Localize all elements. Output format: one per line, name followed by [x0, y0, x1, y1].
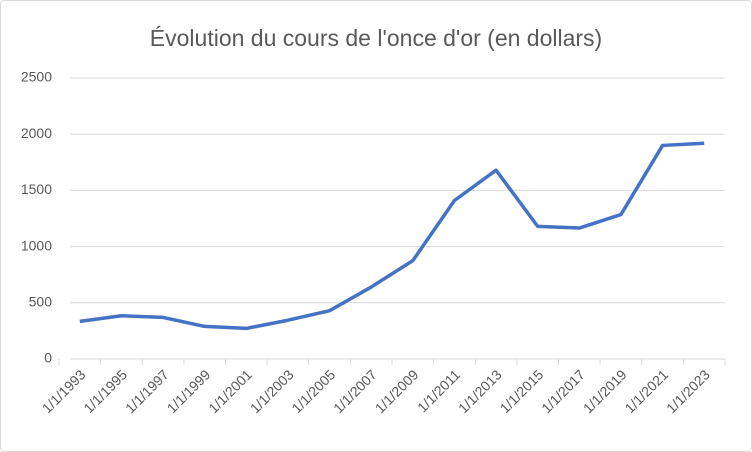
- data-line: [79, 141, 705, 331]
- y-tick-label: 2000: [21, 125, 52, 141]
- y-tick-label: 0: [44, 350, 52, 366]
- y-tick-label: 1500: [21, 181, 52, 197]
- y-tick-label: 1000: [21, 237, 52, 253]
- y-tick-label: 500: [29, 294, 53, 310]
- y-tick-label: 2500: [21, 69, 52, 85]
- chart-title: Évolution du cours de l'once d'or (en do…: [150, 25, 602, 51]
